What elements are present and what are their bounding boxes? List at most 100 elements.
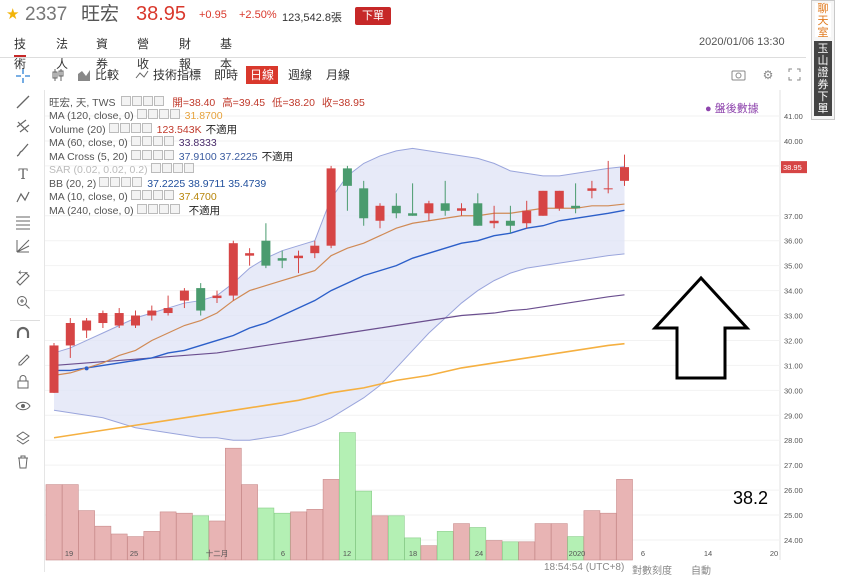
legend-controls[interactable]: [130, 149, 175, 165]
legend-controls[interactable]: [150, 163, 195, 178]
candle-body: [587, 188, 597, 191]
tab-margin[interactable]: 資券: [96, 37, 109, 71]
eye-icon[interactable]: [14, 398, 32, 416]
legend-controls[interactable]: [136, 203, 181, 219]
interval-realtime[interactable]: 即時: [214, 68, 239, 82]
interval-monthly[interactable]: 月線: [326, 68, 351, 82]
legend-controls[interactable]: [108, 122, 153, 138]
ma-cross-marker: [84, 366, 89, 371]
price-tick-label: 27.00: [784, 461, 803, 470]
time-tick-label: 20: [770, 549, 778, 558]
time-tick-label: 12: [343, 549, 351, 558]
tab-technical[interactable]: 技術: [14, 34, 27, 71]
legend-row: SAR (0.02, 0.02, 0.2): [49, 163, 199, 178]
legend-controls[interactable]: [121, 96, 165, 111]
candle-body: [489, 220, 499, 224]
pattern-icon[interactable]: [14, 190, 32, 208]
legend-controls[interactable]: [136, 109, 181, 124]
text-tool-icon[interactable]: T: [18, 167, 28, 183]
tab-revenue[interactable]: 營收: [137, 37, 150, 71]
candle-type-icon[interactable]: [50, 68, 66, 82]
legend-indicator-name: MA Cross (5, 20): [49, 150, 128, 163]
candle-body: [342, 168, 352, 186]
candle-body: [98, 313, 108, 324]
volume-bar: [257, 507, 275, 561]
volume-bar: [339, 432, 356, 561]
candle-body: [457, 208, 466, 211]
magnet-icon[interactable]: [14, 326, 32, 344]
camera-icon[interactable]: [730, 68, 746, 82]
log-scale-toggle[interactable]: 對數刻度: [632, 566, 672, 577]
brush-icon[interactable]: [14, 142, 32, 160]
candle-body: [147, 310, 157, 316]
legend-not-applicable: 不適用: [261, 150, 294, 163]
legend-indicator-value: 37.4700: [178, 191, 217, 204]
volume-bar: [176, 512, 193, 561]
time-tick-label: 18: [409, 549, 417, 558]
legend-close: 收=38.95: [321, 97, 365, 110]
lock-icon[interactable]: [14, 374, 32, 392]
price-chart[interactable]: 41.0040.0039.0038.9537.0036.0035.0034.00…: [44, 90, 807, 572]
legend-controls[interactable]: [130, 136, 175, 151]
trend-line-icon[interactable]: [14, 94, 32, 112]
time-tick-label: 19: [65, 549, 73, 558]
total-volume: 123,542.8張: [282, 12, 342, 24]
candle-body: [310, 245, 320, 254]
after-hours-data-label[interactable]: ● 盤後數據: [705, 103, 759, 115]
candle-body: [179, 290, 189, 301]
price-tick-label: 35.00: [784, 262, 803, 271]
gann-icon[interactable]: [14, 238, 32, 256]
legend-indicator-name: MA (120, close, 0): [49, 110, 134, 123]
interval-daily[interactable]: 日線: [246, 66, 279, 84]
compare-button[interactable]: 比較: [95, 68, 120, 82]
price-tick-label: 40.00: [784, 137, 803, 146]
chart-canvas[interactable]: 41.0040.0039.0038.9537.0036.0035.0034.00…: [45, 90, 807, 572]
legend-indicator-value: 37.2225 38.9711 35.4739: [147, 177, 267, 190]
ruler-icon[interactable]: [14, 270, 32, 288]
candle-body: [212, 295, 222, 299]
settings-gear-icon[interactable]: ⚙: [762, 68, 774, 82]
legend-row: BB (20, 2) 37.2225 38.9711 35.4739: [49, 176, 267, 192]
chart-toolbar: 比較 技術指標 即時 日線 週線 月線 ⚙: [44, 62, 806, 88]
time-tick-label: 6: [281, 549, 285, 558]
channel-icon[interactable]: [14, 118, 32, 136]
tab-financials[interactable]: 財報: [179, 37, 192, 71]
order-button[interactable]: 下單: [355, 7, 391, 25]
legend-not-applicable: 不適用: [205, 123, 238, 136]
volume-bar: [599, 512, 617, 561]
chat-room-tab[interactable]: 聊天室: [815, 3, 831, 39]
legend-indicator-name: SAR (0.02, 0.02, 0.2): [49, 164, 148, 177]
favorite-star-icon[interactable]: ★: [6, 6, 20, 23]
crosshair-icon[interactable]: [14, 68, 32, 86]
candle-body: [49, 345, 59, 393]
trash-icon[interactable]: [14, 454, 32, 472]
layers-icon[interactable]: [14, 430, 32, 448]
auto-scale-toggle[interactable]: 自動: [691, 566, 711, 577]
zoom-in-icon[interactable]: [14, 294, 32, 312]
fibonacci-icon[interactable]: [14, 214, 32, 232]
candle-body: [440, 203, 450, 211]
tab-basic[interactable]: 基本: [220, 37, 233, 71]
price-tick-label: 25.00: [784, 511, 803, 520]
legend-indicator-name: MA (60, close, 0): [49, 137, 128, 150]
interval-weekly[interactable]: 週線: [288, 68, 313, 82]
volume-bar: [143, 531, 161, 561]
toolbar-divider: [10, 320, 40, 321]
legend-controls[interactable]: [130, 190, 175, 205]
volume-bar: [371, 515, 389, 561]
tab-institutional[interactable]: 法人: [56, 37, 69, 71]
broker-order-tab[interactable]: 玉山證券下單: [814, 41, 832, 116]
ma20-line: [54, 209, 625, 372]
legend-row: MA (10, close, 0) 37.4700: [49, 190, 217, 205]
legend-controls[interactable]: [99, 176, 143, 192]
lock-pencil-icon[interactable]: [14, 350, 32, 368]
compare-icon[interactable]: [76, 68, 92, 82]
stock-name: 旺宏: [81, 4, 120, 25]
indicators-button[interactable]: 技術指標: [153, 68, 202, 82]
legend-low: 低=38.20: [272, 97, 315, 110]
indicator-icon[interactable]: [134, 68, 150, 82]
candle-body: [114, 313, 124, 326]
legend-row: MA (60, close, 0) 33.8333: [49, 136, 217, 151]
fullscreen-icon[interactable]: [786, 68, 802, 82]
candle-body: [65, 323, 75, 346]
